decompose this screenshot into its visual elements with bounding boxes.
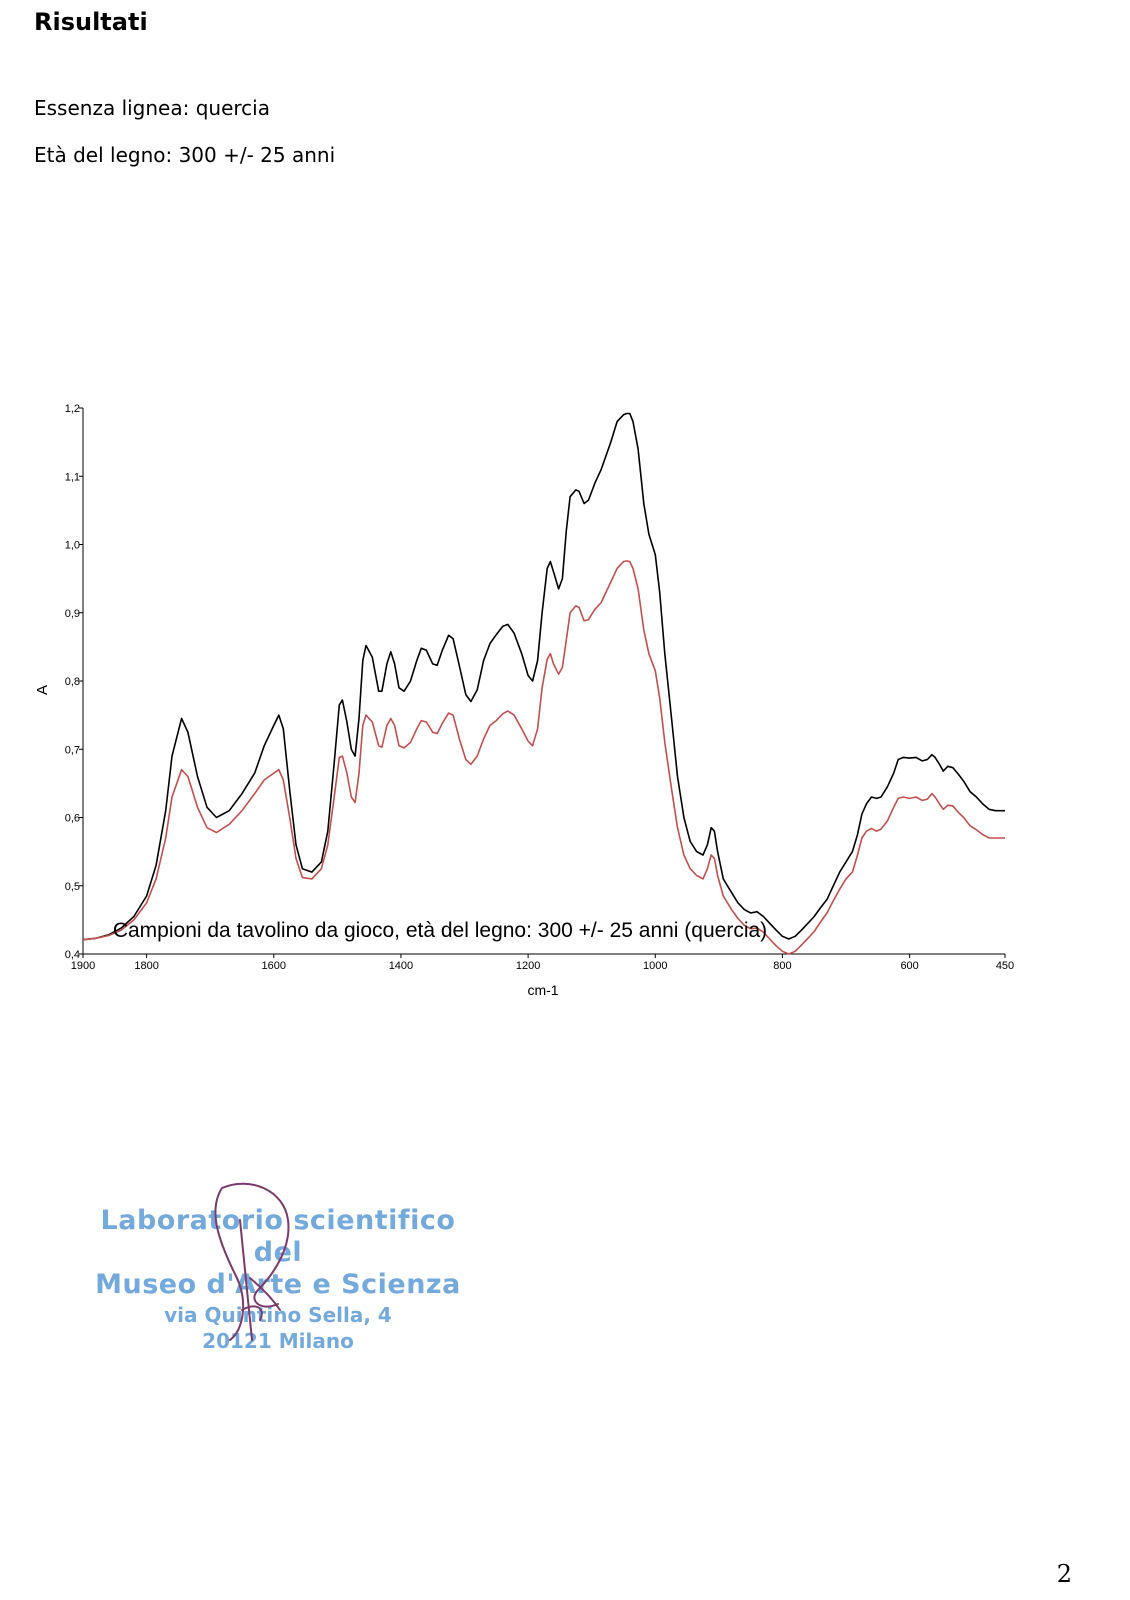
page-title: Risultati bbox=[34, 8, 148, 36]
x-tick-label: 1800 bbox=[134, 960, 158, 972]
y-tick-label: 0,9 bbox=[65, 608, 80, 620]
wood-age-line: Età del legno: 300 +/- 25 anni bbox=[34, 143, 336, 167]
x-tick-label: 1000 bbox=[643, 960, 667, 972]
stamp-line-1: Laboratorio scientifico del bbox=[100, 1205, 456, 1268]
laboratory-stamp: Laboratorio scientifico del Museo d'Arte… bbox=[88, 1205, 468, 1353]
y-tick-label: 1,1 bbox=[65, 471, 80, 483]
chart-axes: 0,4 0,5 0,6 0,7 0,8 0,9 1,0 1,1 1,2 1900 1800 1600 1… bbox=[65, 403, 1014, 972]
x-axis-label: cm-1 bbox=[527, 982, 558, 998]
y-tick-label: 0,4 bbox=[65, 949, 80, 961]
x-tick-label: 800 bbox=[773, 960, 791, 972]
y-tick-label: 1,2 bbox=[65, 403, 80, 415]
ftir-spectrum-chart: 0,4 0,5 0,6 0,7 0,8 0,9 1,0 1,1 1,2 1900 1800 1600 1… bbox=[34, 403, 1014, 998]
y-tick-label: 1,0 bbox=[65, 540, 80, 552]
y-axis-label: A bbox=[34, 685, 51, 695]
x-tick-label: 1400 bbox=[389, 960, 413, 972]
y-tick-label: 0,6 bbox=[65, 813, 80, 825]
handwritten-signature bbox=[214, 1182, 290, 1341]
stamp-line-4: 20121 Milano bbox=[202, 1329, 354, 1353]
x-tick-label: 450 bbox=[996, 960, 1014, 972]
x-tick-label: 1900 bbox=[71, 960, 95, 972]
x-tick-label: 1200 bbox=[516, 960, 540, 972]
page-number: 2 bbox=[1056, 1560, 1072, 1588]
chart-title: Campioni da tavolino da gioco, età del l… bbox=[113, 919, 767, 942]
stamp-line-2: Museo d'Arte e Scienza bbox=[95, 1269, 461, 1300]
x-tick-label: 600 bbox=[900, 960, 918, 972]
y-tick-label: 0,5 bbox=[65, 881, 80, 893]
series-line-2 bbox=[82, 560, 1005, 955]
x-tick-label: 1600 bbox=[262, 960, 286, 972]
y-tick-label: 0,7 bbox=[65, 744, 80, 756]
wood-species-line: Essenza lignea: quercia bbox=[34, 96, 270, 120]
series-line-1 bbox=[82, 412, 1005, 941]
chart-series bbox=[82, 412, 1005, 955]
y-tick-label: 0,8 bbox=[65, 676, 80, 688]
